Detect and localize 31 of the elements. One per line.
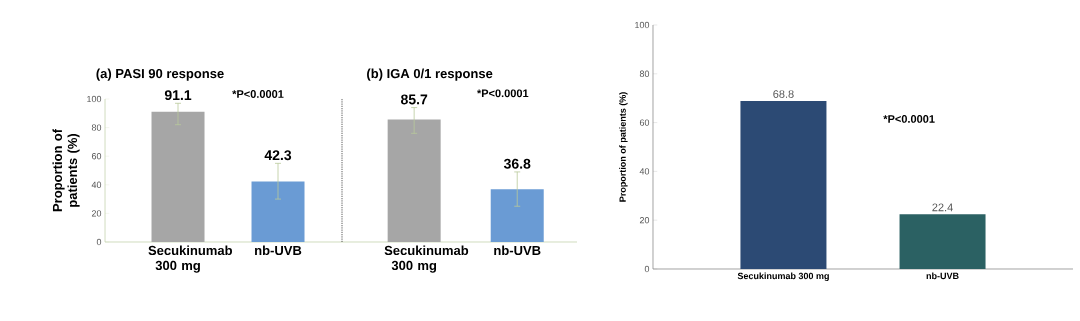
y-tick-label: 100 (635, 21, 650, 29)
chart-title: (a) PASI 90 response (96, 68, 224, 81)
x-tick-label: Secukinumab 300 mg (384, 245, 469, 273)
y-tick-label: 20 (639, 217, 650, 224)
data-label: 68.8 (773, 90, 794, 98)
y-tick-label: 60 (91, 153, 102, 160)
y-tick-label: 80 (91, 124, 102, 131)
y-tick-label: 100 (87, 95, 102, 103)
data-label: 36.8 (503, 158, 531, 169)
y-tick-label: 0 (96, 238, 102, 246)
y-tick-label: 40 (91, 181, 102, 188)
text: *P<0.0001 (476, 89, 529, 98)
y-tick-label: 80 (639, 70, 650, 77)
x-tick-label: Secukinumab 300 mg (148, 245, 232, 273)
data-label: 22.4 (932, 203, 953, 212)
y-axis-title: Proportion of patients (%) (619, 92, 628, 202)
data-label: 91.1 (164, 90, 192, 101)
y-tick-label: 60 (639, 119, 650, 126)
x-tick-label: Secukinumab 300 mg (737, 272, 829, 281)
data-label: 42.3 (264, 150, 292, 161)
chart-title: (b) IGA 0/1 response (367, 68, 493, 81)
y-tick-label: 40 (639, 168, 650, 175)
text: *P<0.0001 (232, 90, 284, 98)
y-axis-title: Proportion of patients (%) (52, 128, 80, 212)
data-label: 85.7 (400, 94, 428, 105)
y-tick-label: 20 (91, 210, 102, 217)
annotation: *P<0.0001 (883, 115, 935, 123)
y-tick-label: 0 (644, 265, 650, 273)
x-tick-label: nb-UVB (494, 245, 541, 256)
x-tick-label: nb-UVB (926, 272, 959, 280)
x-tick-label: nb-UVB (255, 245, 302, 256)
